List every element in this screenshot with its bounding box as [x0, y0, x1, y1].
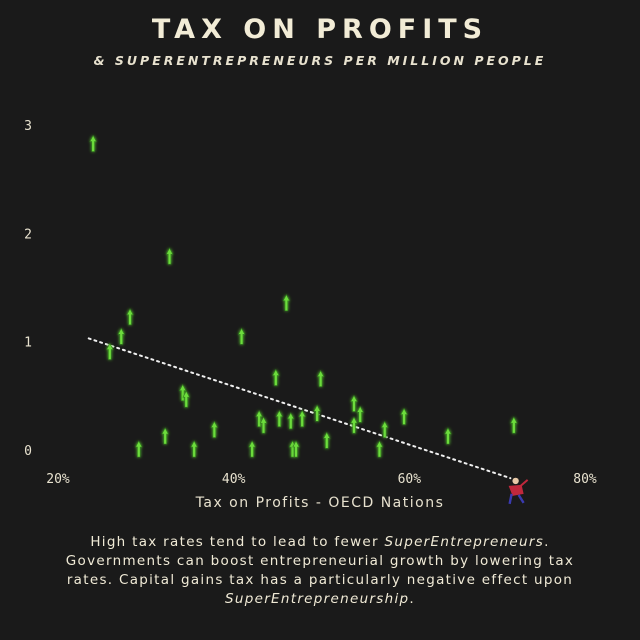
x-axis-label: Tax on Profits - OECD Nations [195, 495, 445, 511]
caption-text-2: . Governments can boost entrepreneurial … [65, 534, 575, 588]
figure-arm [519, 479, 529, 487]
caption-emphasis-2: SuperEntrepreneurship [225, 591, 410, 607]
data-point-arrow [89, 134, 97, 152]
figure-head [512, 477, 519, 485]
data-point-arrow [375, 440, 384, 458]
data-point-arrow [165, 247, 174, 265]
data-point-arrow [350, 394, 358, 412]
data-point-arrow [381, 420, 389, 438]
x-tick-label: 60% [398, 472, 422, 487]
y-tick-label: 2 [24, 227, 32, 242]
y-tick-label: 0 [24, 444, 32, 459]
figure-legs [508, 493, 525, 505]
data-point-arrow [323, 431, 331, 449]
data-point-arrow [356, 405, 364, 423]
data-point-arrow [135, 440, 143, 458]
chart-caption: High tax rates tend to lead to fewer Sup… [40, 533, 600, 609]
data-point-arrow [106, 342, 114, 360]
data-point-arrow [282, 294, 291, 312]
data-point-arrow [292, 440, 300, 458]
caption-text-1: High tax rates tend to lead to fewer [90, 534, 385, 550]
data-point-arrow [248, 440, 256, 458]
x-tick-label: 80% [573, 472, 597, 487]
data-point-arrow [400, 407, 408, 425]
data-point-arrow [287, 412, 295, 430]
data-point-arrow [350, 416, 358, 434]
data-point-arrow [179, 384, 187, 401]
caption-text-3: . [409, 591, 415, 607]
data-point-arrow [210, 420, 219, 438]
y-axis-ticks: 0 1 2 3 [24, 119, 32, 459]
data-point-arrow [298, 410, 306, 427]
chart-title: TAX ON PROFITS [151, 14, 489, 45]
data-point-arrow [316, 369, 325, 387]
data-point-arrow [259, 416, 268, 434]
x-axis-ticks: 20% 40% 60% 80% [46, 472, 597, 487]
chart-subtitle: & SUPERENTREPRENEURS PER MILLION PEOPLE [93, 53, 547, 68]
trendline [87, 337, 512, 480]
data-point-arrow [161, 427, 169, 445]
data-point-arrow [444, 427, 452, 445]
data-point-arrow [182, 390, 190, 408]
data-point-arrow [510, 416, 518, 434]
caption-emphasis-1: SuperEntrepreneurs [384, 534, 545, 550]
data-points [89, 134, 518, 458]
data-point-arrow [126, 308, 134, 326]
data-point-arrow [255, 410, 263, 427]
y-tick-label: 3 [24, 119, 32, 134]
data-point-arrow [272, 368, 280, 386]
data-point-arrow [237, 327, 246, 345]
x-tick-label: 40% [222, 472, 246, 487]
data-point-arrow [117, 327, 125, 345]
figure-body [508, 484, 524, 496]
x-tick-label: 20% [46, 472, 70, 487]
superhero-figure-icon [508, 477, 529, 505]
y-tick-label: 1 [24, 336, 32, 351]
data-point-arrow [275, 410, 284, 427]
data-point-arrow [313, 404, 321, 422]
data-point-arrow [190, 440, 198, 458]
